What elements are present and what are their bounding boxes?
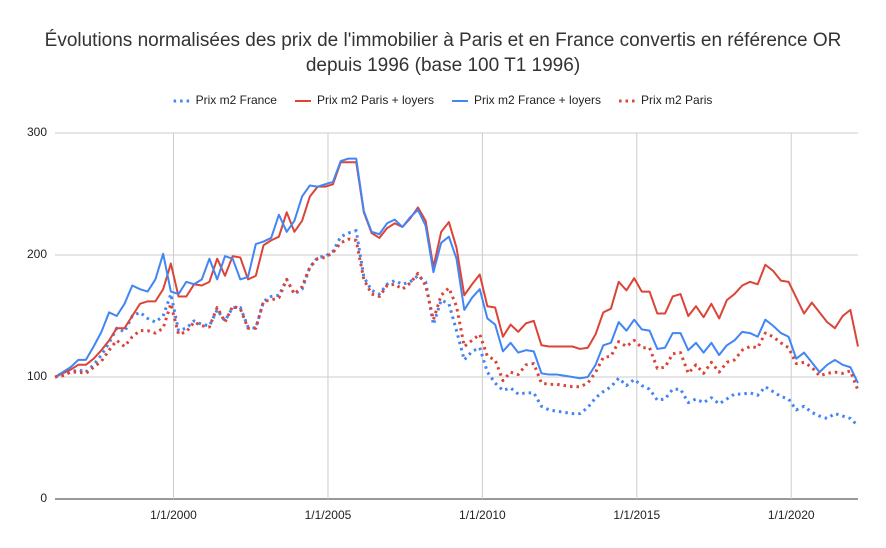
y-tick-label: 200 <box>27 247 47 261</box>
line-series <box>54 229 860 427</box>
x-tick-label: 1/1/2000 <box>150 508 197 522</box>
chart-title: depuis 1996 (base 100 T1 1996) <box>306 55 580 76</box>
legend-item: Prix m2 France <box>173 93 278 107</box>
legend-item: Prix m2 Paris <box>619 93 712 107</box>
line-series <box>54 237 860 391</box>
x-tick-label: 1/1/2005 <box>305 508 352 522</box>
line-series <box>54 161 859 378</box>
legend-item: Prix m2 France + loyers <box>452 93 601 107</box>
legend-label: Prix m2 France <box>196 93 278 107</box>
legend-item: Prix m2 Paris + loyers <box>294 93 434 107</box>
x-tick-label: 1/1/2010 <box>459 508 506 522</box>
x-tick-label: 1/1/2020 <box>768 508 815 522</box>
legend-label: Prix m2 Paris <box>641 93 712 107</box>
legend-label: Prix m2 Paris + loyers <box>317 93 434 107</box>
y-tick-label: 100 <box>27 369 47 383</box>
grid: 0 100 200 300 1/1/2000 1/1/2005 1/1/2010 1/1/20… <box>27 125 858 522</box>
legend-label: Prix m2 France + loyers <box>474 93 601 107</box>
y-tick-label: 0 <box>40 491 47 505</box>
line-series <box>54 157 859 384</box>
legend: Prix m2 France Prix m2 Paris + loyers Prix… <box>173 93 712 107</box>
x-tick-label: 1/1/2015 <box>613 508 660 522</box>
y-tick-label: 300 <box>27 125 47 139</box>
chart-title: Évolutions normalisées des prix de l'imm… <box>45 30 842 51</box>
plot-area <box>54 157 860 427</box>
